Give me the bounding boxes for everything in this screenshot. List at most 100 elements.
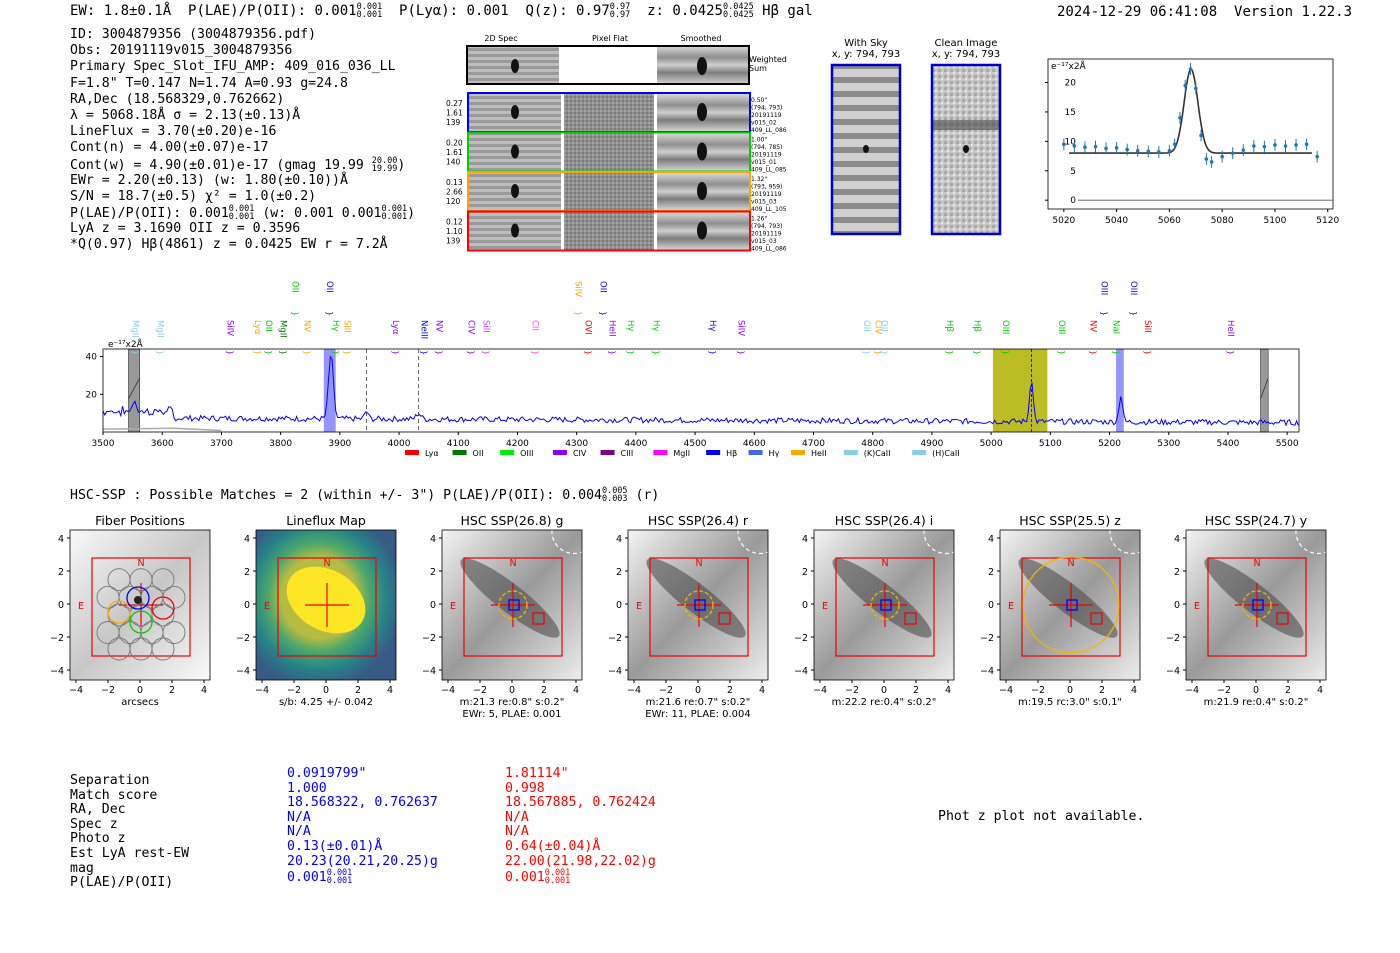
line-label: NaI}: [1111, 320, 1121, 355]
fit-point: [1193, 82, 1198, 95]
fit-ytick: 5: [1070, 167, 1076, 177]
header-datetime: 2024-12-29 06:41:08: [1057, 4, 1218, 20]
header-right: 2024-12-29 06:41:08 Version 1.22.3: [1057, 4, 1352, 20]
fit-point: [1294, 139, 1298, 151]
hsc-xtick: −4: [441, 685, 455, 696]
fit-point: [1093, 140, 1098, 153]
spectrum-xtick: 3800: [269, 439, 292, 449]
full-spectrum-chart: e⁻¹⁷x2Å 20 40 3500 3600 3700 3800 3900 4000 4100 4…: [86, 281, 1300, 458]
svg-text:HeII: HeII: [1225, 320, 1235, 337]
cutout-right-info: v015_03: [751, 199, 777, 206]
svg-text:Hγ: Hγ: [651, 320, 661, 331]
hsc-ytick: −2: [422, 633, 436, 644]
line-label: NV}: [1088, 320, 1098, 355]
line-label: Hγ}: [625, 320, 635, 355]
svg-text:Hγ: Hγ: [769, 449, 780, 458]
legend-entry: MgII: [653, 449, 690, 458]
line-label: SiIV}: [573, 281, 583, 316]
hsc-ytick: −2: [980, 633, 994, 644]
legend-entry: (K)CaII: [843, 449, 890, 458]
svg-text:MgII: MgII: [155, 320, 165, 338]
hsc-panel: HSC SSP(26.8) g N E 4 2 0 −2 −4 −4 −2 0 2 4 m:21.3 re…: [422, 513, 583, 720]
label-radec: RA, Dec: [70, 802, 126, 818]
spectrum-xtick: 3600: [151, 439, 174, 449]
fit-ytick: 10: [1065, 137, 1077, 147]
svg-text:OII: OII: [473, 449, 484, 458]
fit-point: [1135, 144, 1140, 157]
svg-text:SiIV: SiIV: [224, 320, 234, 336]
svg-text:}: }: [574, 311, 583, 316]
label-separation: Separation: [70, 773, 150, 788]
svg-text:}: }: [434, 350, 443, 355]
svg-text:}: }: [482, 350, 491, 355]
spectrum-axes: [102, 348, 1300, 433]
cutout-left-stat: 0.13: [446, 178, 463, 187]
svg-text:NV: NV: [301, 320, 311, 332]
hsc-ytick: −4: [608, 666, 622, 677]
fit-ylabel: e⁻¹⁷x2Å: [1051, 60, 1087, 72]
spectrum-ytick: 20: [86, 390, 98, 400]
hsc-caption: s/b: 4.25 +/- 0.042: [279, 697, 373, 708]
svg-text:NV: NV: [433, 320, 443, 332]
cutout-right-info: 1.00": [751, 137, 767, 144]
fit-point: [1146, 145, 1151, 158]
svg-text:}: }: [325, 311, 334, 316]
svg-text:(H)CaII: (H)CaII: [932, 449, 959, 458]
north-label: N: [1067, 558, 1074, 569]
hsc-xtick: −2: [1031, 685, 1045, 696]
emission-band: [1116, 349, 1124, 432]
hsc-xtick: −2: [473, 685, 487, 696]
svg-text:OVI: OVI: [583, 320, 593, 335]
cutout-right-info: 409_LL_105: [751, 206, 787, 213]
line-fit-chart: e⁻¹⁷x2Å 0 5 10 15 20 5020 5040 5060 5080 5100 5120: [1045, 58, 1339, 226]
label-spec-z: Spec z: [70, 816, 118, 832]
hsc-ytick: 0: [58, 600, 64, 611]
header-plya: P(Lyα): 0.001: [399, 3, 509, 19]
cutout-right-info: 0.50": [751, 97, 767, 104]
svg-text:OIII: OIII: [1098, 281, 1108, 295]
svg-text:}: }: [874, 350, 883, 355]
fit-axes: [1047, 58, 1334, 210]
fit-point: [1178, 111, 1182, 124]
svg-text:HeII: HeII: [606, 320, 616, 337]
line-label: OIII}: [1056, 320, 1066, 355]
svg-text:Lyα: Lyα: [252, 320, 262, 335]
legend-entry: Hβ: [706, 449, 737, 458]
svg-text:Hβ: Hβ: [726, 449, 737, 458]
sky-images: [830, 63, 1002, 236]
cutout-left-stat: 2.66: [446, 188, 463, 197]
spectrum-xtick: 3900: [328, 439, 351, 449]
hsc-xtick: 0: [323, 685, 329, 696]
spectrum-xtick: 4300: [565, 439, 588, 449]
legend-entry: CIII: [600, 449, 633, 458]
line-label: SiII}: [481, 320, 491, 355]
hsc-ytick: −4: [236, 666, 250, 677]
fit-point: [1304, 138, 1309, 151]
header-ew: EW: 1.8±0.1Å: [70, 3, 172, 19]
fit-point: [1072, 140, 1077, 152]
line-label: CIV}: [873, 320, 883, 355]
header-z-frac: 0.0425 0.0425: [722, 2, 754, 20]
fit-ytick: 0: [1070, 196, 1076, 206]
east-label: E: [636, 601, 642, 612]
hsc-panel-title: HSC SSP(26.8) g: [461, 513, 564, 528]
header-version: Version 1.22.3: [1234, 4, 1353, 20]
svg-text:}: }: [1099, 311, 1108, 316]
hsc-ytick: −4: [1166, 666, 1180, 677]
cutout-right-info: 1.32": [751, 176, 767, 183]
line-label: OIII}: [1128, 281, 1138, 316]
hsc-ytick: 4: [802, 534, 808, 545]
fit-point: [1283, 140, 1288, 152]
svg-text:Hβ: Hβ: [972, 320, 982, 332]
spectrum-xtick: 3700: [210, 439, 233, 449]
svg-text:}: }: [598, 311, 607, 316]
label-photo-z: Photo z: [70, 831, 126, 847]
svg-text:}: }: [862, 350, 871, 355]
svg-text:}: }: [945, 350, 954, 355]
hsc-panel-title: Fiber Positions: [95, 513, 185, 528]
svg-text:}: }: [880, 350, 889, 355]
east-label: E: [450, 601, 456, 612]
cutout-grid: 2D Spec Pixel Flat Smoothed Weighted Sum…: [446, 34, 787, 253]
